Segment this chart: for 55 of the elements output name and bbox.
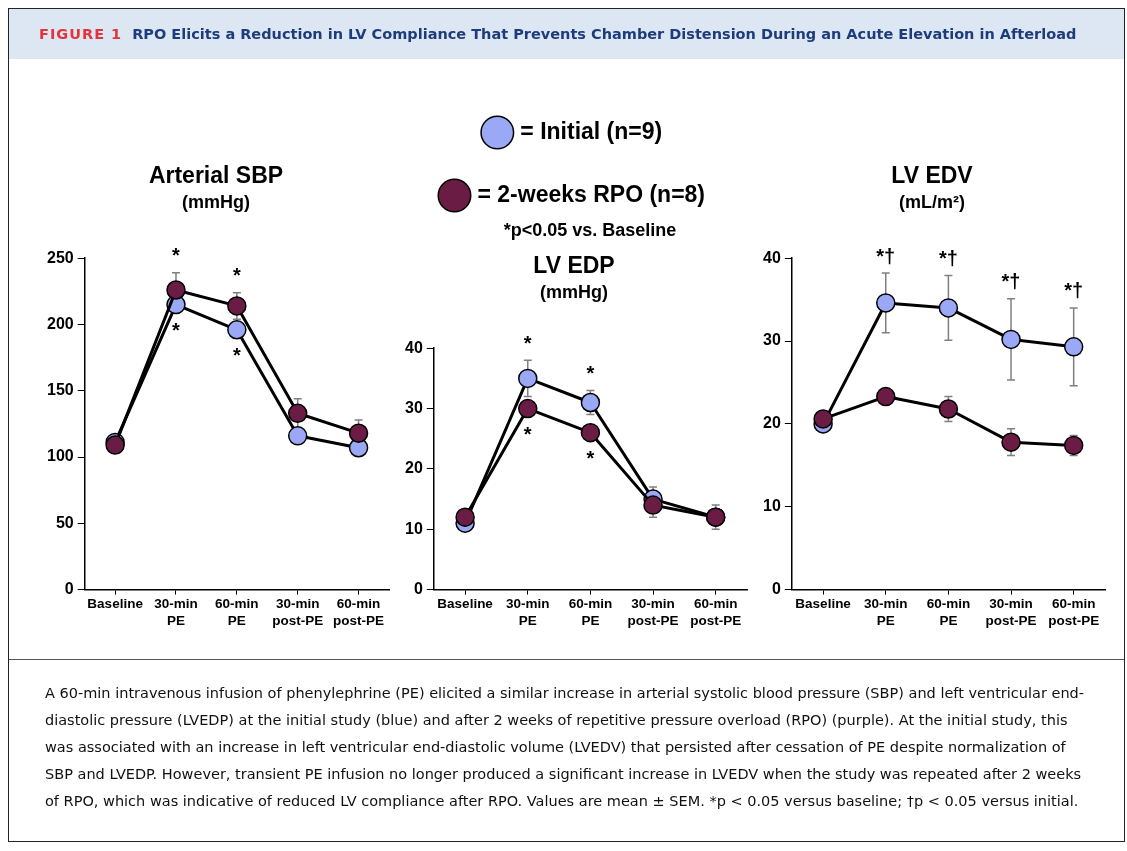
y-tick-label: 30 (405, 398, 423, 416)
chart-title: LV EDV (891, 162, 974, 189)
chart-title: LV EDP (533, 252, 615, 279)
y-tick-label: 20 (763, 414, 781, 432)
y-tick-label: 50 (55, 513, 74, 531)
annotation: *† (1064, 279, 1084, 302)
legend-label: = Initial (n=9) (520, 117, 663, 144)
x-tick-label: 30-min post-PE (985, 596, 1037, 628)
y-tick-label: 30 (763, 331, 781, 349)
y-tick-label: 0 (64, 580, 74, 598)
x-tick-label: 60-min PE (926, 596, 971, 628)
y-tick-label: 10 (763, 497, 781, 515)
y-tick-label: 200 (46, 314, 74, 332)
y-tick-label: 40 (763, 248, 781, 266)
y-tick-label: 150 (46, 381, 74, 399)
text: A 60-min intravenous infusion of phenylephrine (PE) elicited a similar increase in arterial systolic blood pressure (SBP) and left ventricular end-diastolic pressure (LVEDP) at the initial study (blue) and after 2 weeks of repetitive pressure overload (RPO) (purple). At the initial study, this was associated with an increase in left ventricular end-diastolic volume (LVEDV) that persisted after cessation of PE despite normalization of SBP and LVEDP. However, transient PE infusion no longer produced a significant increase in LVEDV when the study was repeated after 2 weeks of RPO, which was indicative of reduced LV compliance after RPO. Values are mean ± SEM. *p < 0.05 versus baseline; †p < 0.05 versus initial. (45, 684, 1086, 811)
y-tick-label: 10 (405, 519, 423, 537)
x-tick-label: 60-min post-PE (1048, 596, 1100, 628)
annotation: * (172, 244, 181, 267)
y-tick-label: 40 (405, 338, 423, 356)
legend-label: = 2-weeks RPO (n=8) (477, 180, 706, 207)
x-tick-label: 60-min post-PE (690, 596, 742, 628)
annotation: * (232, 264, 241, 287)
annotation: * (172, 319, 181, 342)
annotation: *† (876, 244, 896, 267)
text: FIGURE 1 (39, 26, 123, 42)
chart-subtitle: (mL/m²) (899, 192, 965, 213)
annotation: *† (938, 247, 958, 270)
x-tick-label: 60-min post-PE (333, 596, 385, 628)
text: RPO Elicits a Reduction in LV Compliance That Prevents Chamber Distension During an Acute Elevation in Afterload (132, 26, 1077, 42)
annotation: * (523, 331, 532, 354)
annotation: * (232, 344, 241, 367)
annotation: * (586, 361, 595, 384)
x-tick-label: 30-min PE (506, 596, 550, 628)
chart-title: Arterial SBP (148, 162, 284, 189)
x-tick-label: 30-min post-PE (627, 596, 679, 628)
text: *p<0.05 vs. Baseline (503, 219, 677, 240)
y-tick-label: 0 (413, 580, 423, 598)
x-tick-label: Baseline (437, 596, 494, 612)
x-tick-label: 60-min PE (568, 596, 613, 628)
chart-subtitle: (mmHg) (540, 282, 608, 303)
chart-subtitle: (mmHg) (182, 192, 250, 213)
annotation: *† (1001, 270, 1021, 293)
y-tick-label: 250 (46, 248, 74, 266)
x-tick-label: 30-min post-PE (272, 596, 324, 628)
annotation: * (523, 423, 532, 446)
x-tick-label: 30-min PE (154, 596, 198, 628)
y-tick-label: 20 (405, 459, 423, 477)
x-tick-label: Baseline (87, 596, 144, 612)
annotation: * (586, 447, 595, 470)
x-tick-label: 30-min PE (864, 596, 908, 628)
y-tick-label: 100 (46, 447, 74, 465)
x-tick-label: Baseline (795, 596, 852, 612)
x-tick-label: 60-min PE (215, 596, 259, 628)
y-tick-label: 0 (771, 580, 781, 598)
